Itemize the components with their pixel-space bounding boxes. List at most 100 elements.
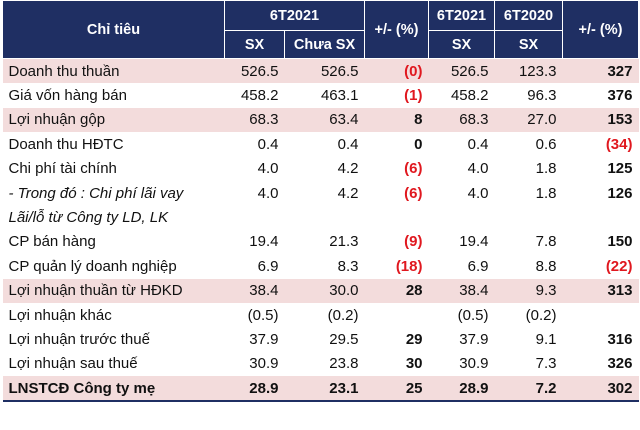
cell-chua-sx: 23.1 [284, 376, 365, 403]
cell-sx-c: 1.8 [535, 184, 557, 202]
table-row: LNSTCĐ Công ty mẹ 28.9 23.1 25 28.9 7.2 302 [2, 376, 639, 403]
cell-sx-b: (0.5) [457, 306, 489, 324]
header-sx-b: SX [428, 30, 495, 59]
row-label: Doanh thu HĐTC [8, 135, 124, 153]
row-label: Doanh thu thuần [2, 58, 225, 84]
cell-change-1: 8 [364, 107, 429, 133]
cell-chua-sx: 0.4 [337, 135, 359, 153]
cell-sx-a: 526.5 [224, 58, 285, 84]
row-label: - Trong đó : Chi phí lãi vay [8, 184, 184, 202]
cell-chua-sx: 21.3 [329, 233, 359, 251]
row-label: LNSTCĐ Công ty mẹ [2, 376, 225, 403]
cell-chua-sx [285, 205, 365, 229]
header-chua-sx: Chưa SX [284, 30, 365, 59]
cell-sx-a: 0.4 [257, 135, 279, 153]
cell-chua-sx: 4.2 [337, 184, 359, 202]
row-label: Lợi nhuận trước thuế [8, 330, 150, 348]
cell-sx-c: 96.3 [527, 87, 557, 105]
cell-sx-c: 9.1 [535, 330, 557, 348]
cell-sx-b [429, 205, 495, 229]
cell-change-2: (34) [605, 135, 633, 153]
row-label: Chi phí tài chính [8, 160, 117, 178]
cell-change-2: 313 [562, 278, 639, 303]
cell-change-1: 29 [405, 330, 423, 348]
header-period-c: 6T2020 [494, 0, 563, 31]
cell-sx-a: 6.9 [257, 257, 279, 275]
header-indicator: Chỉ tiêu [2, 0, 225, 59]
cell-chua-sx: (0.2) [327, 306, 359, 324]
cell-change-1: 25 [364, 376, 429, 403]
cell-change-1: (18) [395, 257, 423, 275]
row-label: Lợi nhuận gộp [2, 107, 225, 133]
table-row: Lợi nhuận khác (0.5) (0.2) (0.5) (0.2) [3, 303, 639, 327]
table-row: Lợi nhuận gộp 68.3 63.4 8 68.3 27.0 153 [2, 107, 639, 133]
cell-change-2: 302 [562, 376, 639, 403]
cell-sx-a: (0.5) [247, 306, 279, 324]
table-row: Giá vốn hàng bán 458.2 463.1 (1) 458.2 96.3 37… [3, 83, 639, 107]
cell-change-1: 28 [364, 278, 429, 303]
cell-sx-b: 30.9 [459, 355, 489, 373]
table-row: Lợi nhuận thuần từ HĐKD 38.4 30.0 28 38.4 9.3… [2, 278, 639, 303]
cell-sx-a: 38.4 [224, 278, 285, 303]
cell-sx-b: 526.5 [428, 58, 495, 84]
cell-chua-sx: 30.0 [284, 278, 365, 303]
cell-change-2: 126 [607, 184, 633, 202]
header-change-1: +/- (%) [364, 0, 429, 59]
cell-change-1: 0 [414, 135, 423, 153]
cell-sx-b: 28.9 [428, 376, 495, 403]
cell-sx-c: 8.8 [535, 257, 557, 275]
cell-sx-c [495, 205, 563, 229]
row-label: CP quản lý doanh nghiệp [8, 257, 177, 275]
cell-sx-a: 28.9 [224, 376, 285, 403]
cell-chua-sx: 4.2 [337, 160, 359, 178]
cell-sx-b: 19.4 [459, 233, 489, 251]
financial-table: Chỉ tiêu 6T2021 +/- (%) 6T2021 6T2020 +/… [2, 0, 639, 403]
cell-change-2: 327 [562, 58, 639, 84]
row-label: Lãi/lỗ từ Công ty LD, LK [8, 209, 169, 227]
table-row: Lợi nhuận sau thuế 30.9 23.8 30 30.9 7.3 326 [3, 352, 639, 376]
cell-change-2: 376 [607, 87, 633, 105]
cell-sx-c: 123.3 [494, 58, 563, 84]
cell-chua-sx: 23.8 [329, 355, 359, 373]
row-label: CP bán hàng [8, 233, 96, 251]
cell-chua-sx: 8.3 [337, 257, 359, 275]
cell-change-1: (6) [404, 184, 423, 202]
header-sx-a: SX [224, 30, 285, 59]
table-row: CP quản lý doanh nghiệp 6.9 8.3 (18) 6.9 8.8 (… [3, 254, 639, 278]
cell-sx-c: 7.3 [535, 355, 557, 373]
table-row: CP bán hàng 19.4 21.3 (9) 19.4 7.8 150 [3, 230, 639, 254]
cell-chua-sx: 526.5 [284, 58, 365, 84]
cell-change-2: 316 [607, 330, 633, 348]
row-label: Lợi nhuận sau thuế [8, 355, 138, 373]
cell-sx-b: 458.2 [450, 87, 489, 105]
table-row: Chi phí tài chính 4.0 4.2 (6) 4.0 1.8 125 [3, 157, 639, 181]
header-period-a: 6T2021 [224, 0, 365, 31]
cell-change-1: 30 [405, 355, 423, 373]
header-sx-c: SX [494, 30, 563, 59]
cell-sx-a: 30.9 [249, 355, 279, 373]
cell-change-2: 150 [607, 233, 633, 251]
table-row: Lãi/lỗ từ Công ty LD, LK [3, 205, 639, 229]
cell-sx-b: 68.3 [428, 107, 495, 133]
cell-chua-sx: 463.1 [320, 87, 359, 105]
cell-change-1 [365, 205, 429, 229]
cell-sx-a: 37.9 [249, 330, 279, 348]
header-period-b: 6T2021 [428, 0, 495, 31]
cell-sx-c: 7.2 [494, 376, 563, 403]
cell-change-2: 326 [607, 355, 633, 373]
row-label: Lợi nhuận khác [8, 306, 112, 324]
cell-sx-c: 27.0 [494, 107, 563, 133]
cell-sx-b: 38.4 [428, 278, 495, 303]
table-row: Doanh thu HĐTC 0.4 0.4 0 0.4 0.6 (34) [3, 132, 639, 156]
table-row: Doanh thu thuần 526.5 526.5 (0) 526.5 123.3 32… [2, 58, 639, 84]
cell-change-2 [563, 303, 639, 327]
cell-change-1 [365, 303, 429, 327]
cell-change-2 [563, 205, 639, 229]
cell-sx-c: 0.6 [535, 135, 557, 153]
cell-change-1: (0) [364, 58, 429, 84]
cell-change-1: (6) [404, 160, 423, 178]
cell-sx-b: 37.9 [459, 330, 489, 348]
cell-sx-a [225, 205, 285, 229]
cell-change-1: (1) [404, 87, 423, 105]
cell-sx-c: 7.8 [535, 233, 557, 251]
